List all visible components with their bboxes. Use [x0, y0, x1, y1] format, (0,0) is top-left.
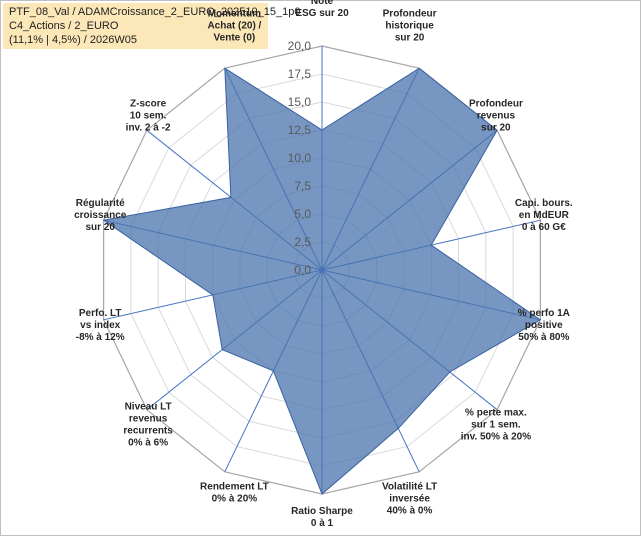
- tick-label-6: 15,0: [288, 95, 312, 109]
- axis-label-3: Profondeur revenus sur 20: [469, 98, 523, 133]
- tick-label-8: 20,0: [288, 39, 312, 53]
- portfolio-info-box: PTF_08_Val / ADAMCroissance_2_EURO_20251…: [3, 3, 301, 49]
- tick-label-7: 17,5: [288, 67, 312, 81]
- axis-label-12: Régularité croissance sur 20: [74, 198, 127, 233]
- axis-label-9: Rendement LT 0% à 20%: [200, 481, 269, 504]
- radar-axis-labels: Note ESG sur 20 Profondeur historique sur 20…: [74, 0, 573, 529]
- tick-label-5: 12,5: [288, 123, 312, 137]
- axis-label-14: Momentum Achat (20) / Vente (0): [207, 9, 261, 44]
- axis-label-1: Note ESG sur 20: [295, 0, 349, 19]
- radar-tick-labels: 0,0 2,5 5,0 7,5 10,0 12,5 15,0 17,5 20,0: [288, 39, 312, 277]
- tick-label-3: 7,5: [294, 179, 311, 193]
- axis-label-13: Z-score 10 sem. inv. 2 à -2: [126, 98, 171, 133]
- axis-label-6: % perte max. sur 1 sem. inv. 50% à 20%: [461, 408, 532, 443]
- tick-label-4: 10,0: [288, 151, 312, 165]
- info-line-2: C4_Actions / 2_EURO: [9, 20, 119, 32]
- info-line-1: PTF_08_Val / ADAMCroissance_2_EURO_20251…: [9, 6, 301, 18]
- axis-label-4: Capi. bours. en MdEUR 0 à 60 G€: [515, 198, 573, 233]
- radar-series: [102, 67, 542, 495]
- tick-label-1: 2,5: [294, 235, 311, 249]
- tick-label-2: 5,0: [294, 207, 311, 221]
- axis-label-7: Volatilité LT inversée 40% à 0%: [382, 481, 437, 516]
- axis-label-10: Niveau LT revenus recurrents 0% à 6%: [123, 402, 173, 449]
- axis-label-2: Profondeur historique sur 20: [383, 9, 437, 44]
- axis-label-5: % perfo 1A positive 50% à 80%: [518, 308, 570, 343]
- info-line-3: (11,1% | 4,5%) / 2026W05: [9, 34, 137, 46]
- axis-label-11: Perfo. LT vs index -8% à 12%: [76, 308, 125, 343]
- axis-label-8: Ratio Sharpe 0 à 1: [291, 506, 353, 529]
- tick-label-0: 0,0: [294, 263, 311, 277]
